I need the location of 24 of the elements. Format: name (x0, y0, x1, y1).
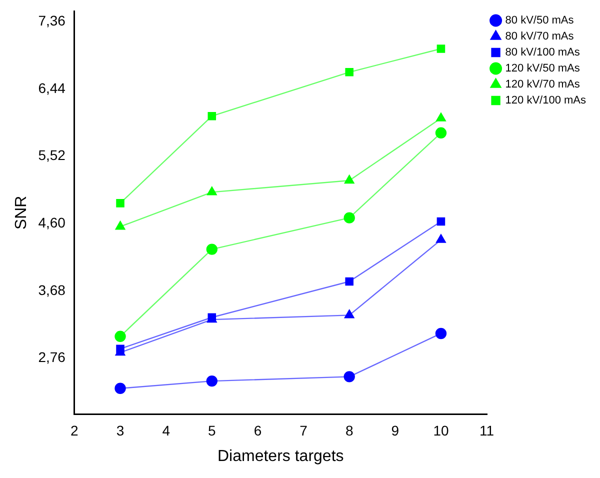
y-tick-label: 4,60 (38, 214, 66, 231)
y-tick-label: 2,76 (38, 349, 66, 366)
legend-label: 120 kV/100 mAs (505, 94, 586, 107)
x-tick-label: 10 (433, 422, 449, 438)
y-tick-label: 5,52 (38, 147, 66, 164)
legend-label: 80 kV/100 mAs (505, 46, 580, 59)
x-tick-label: 9 (391, 422, 400, 438)
x-tick-label: 3 (116, 422, 124, 438)
x-tick-label: 8 (345, 422, 354, 438)
x-axis-title: Diameters targets (217, 448, 344, 465)
x-tick-label: 4 (162, 422, 170, 438)
x-tick-label: 5 (208, 422, 216, 438)
legend-label: 80 kV/50 mAs (505, 14, 574, 27)
y-tick-label: 7,36 (38, 12, 66, 29)
legend-label: 120 kV/70 mAs (505, 78, 580, 91)
y-tick-label: 3,68 (38, 282, 66, 298)
x-tick-label: 2 (70, 422, 79, 438)
y-tick-label: 6,44 (38, 80, 66, 96)
x-tick-label: 7 (300, 422, 308, 438)
y-axis-title: SNR (13, 196, 30, 230)
x-tick-label: 6 (254, 422, 262, 438)
legend-label: 80 kV/70 mAs (505, 30, 574, 43)
legend-label: 120 kV/50 mAs (505, 62, 580, 75)
x-tick-label: 11 (480, 422, 494, 438)
